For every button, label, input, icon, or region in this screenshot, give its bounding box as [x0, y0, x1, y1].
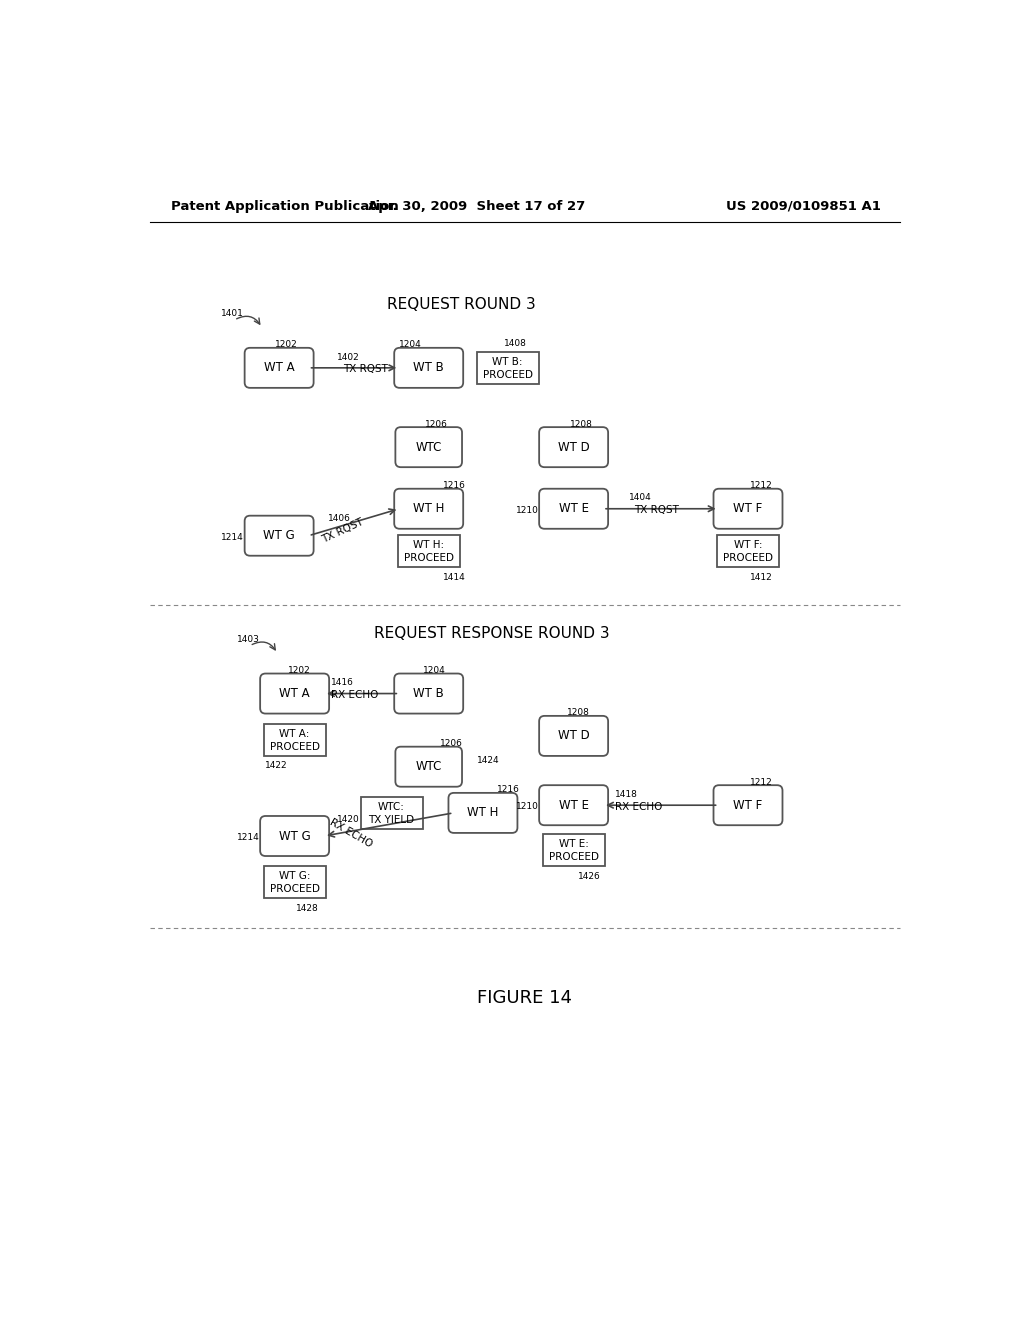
Text: PROCEED: PROCEED [549, 851, 599, 862]
Text: WT H:: WT H: [413, 540, 444, 550]
Text: 1426: 1426 [578, 871, 600, 880]
Text: 1214: 1214 [237, 833, 259, 842]
Text: 1403: 1403 [237, 635, 259, 644]
Text: 1414: 1414 [442, 573, 465, 582]
Text: TX RQST: TX RQST [634, 506, 679, 515]
FancyBboxPatch shape [260, 673, 329, 714]
FancyBboxPatch shape [714, 785, 782, 825]
FancyBboxPatch shape [394, 348, 463, 388]
Text: 1402: 1402 [337, 352, 360, 362]
FancyBboxPatch shape [395, 747, 462, 787]
Text: 1204: 1204 [423, 667, 445, 675]
Text: WT F:: WT F: [734, 540, 762, 550]
FancyBboxPatch shape [360, 797, 423, 829]
FancyBboxPatch shape [263, 866, 326, 899]
Text: 1216: 1216 [442, 482, 466, 490]
Text: WT G:: WT G: [279, 871, 310, 880]
Text: WT E: WT E [559, 502, 589, 515]
Text: 1202: 1202 [289, 667, 311, 675]
Text: TX YIELD: TX YIELD [369, 814, 415, 825]
Text: 1428: 1428 [296, 904, 318, 913]
Text: 1412: 1412 [750, 573, 772, 582]
FancyBboxPatch shape [245, 348, 313, 388]
Text: REQUEST RESPONSE ROUND 3: REQUEST RESPONSE ROUND 3 [375, 626, 610, 642]
Text: WT F: WT F [733, 502, 763, 515]
Text: RX ECHO: RX ECHO [328, 817, 374, 849]
Text: Apr. 30, 2009  Sheet 17 of 27: Apr. 30, 2009 Sheet 17 of 27 [368, 199, 586, 213]
Text: WT A: WT A [280, 686, 310, 700]
Text: WT E:: WT E: [559, 838, 589, 849]
Text: WT H: WT H [467, 807, 499, 820]
Text: 1214: 1214 [221, 533, 244, 541]
FancyBboxPatch shape [260, 816, 329, 855]
FancyBboxPatch shape [543, 834, 604, 866]
FancyBboxPatch shape [394, 673, 463, 714]
Text: 1408: 1408 [504, 339, 526, 347]
Text: WT D: WT D [558, 730, 590, 742]
Text: REQUEST ROUND 3: REQUEST ROUND 3 [387, 297, 536, 313]
FancyBboxPatch shape [245, 516, 313, 556]
Text: 1416: 1416 [331, 678, 354, 688]
Text: 1216: 1216 [497, 785, 520, 795]
FancyBboxPatch shape [714, 488, 782, 529]
Text: US 2009/0109851 A1: US 2009/0109851 A1 [726, 199, 882, 213]
Text: 1404: 1404 [629, 494, 651, 503]
Text: WT G: WT G [263, 529, 295, 543]
Text: WT E: WT E [559, 799, 589, 812]
Text: WT B:: WT B: [493, 356, 523, 367]
Text: 1422: 1422 [265, 762, 288, 771]
Text: WT F: WT F [733, 799, 763, 812]
FancyBboxPatch shape [477, 351, 539, 384]
Text: WT D: WT D [558, 441, 590, 454]
Text: 1424: 1424 [477, 756, 500, 766]
Text: 1206: 1206 [440, 739, 463, 748]
Text: 1420: 1420 [337, 814, 360, 824]
Text: PROCEED: PROCEED [269, 742, 319, 751]
Text: 1208: 1208 [567, 709, 590, 717]
FancyBboxPatch shape [394, 488, 463, 529]
FancyBboxPatch shape [717, 535, 779, 568]
Text: 1212: 1212 [750, 482, 772, 490]
Text: FIGURE 14: FIGURE 14 [477, 989, 572, 1007]
Text: WT G: WT G [279, 829, 310, 842]
Text: Patent Application Publication: Patent Application Publication [171, 199, 398, 213]
Text: 1401: 1401 [221, 309, 244, 318]
Text: 1418: 1418 [614, 789, 638, 799]
Text: 1204: 1204 [399, 341, 422, 350]
Text: WT A: WT A [264, 362, 295, 375]
Text: PROCEED: PROCEED [723, 553, 773, 564]
FancyBboxPatch shape [540, 715, 608, 756]
Text: WTC:: WTC: [378, 801, 404, 812]
Text: 1406: 1406 [328, 515, 351, 523]
FancyBboxPatch shape [540, 488, 608, 529]
Text: WT H: WT H [413, 502, 444, 515]
FancyBboxPatch shape [397, 535, 460, 568]
Text: PROCEED: PROCEED [269, 884, 319, 894]
Text: WTC: WTC [416, 441, 442, 454]
Text: PROCEED: PROCEED [403, 553, 454, 564]
Text: TX RQST: TX RQST [321, 517, 366, 545]
Text: PROCEED: PROCEED [482, 370, 532, 380]
FancyBboxPatch shape [540, 428, 608, 467]
Text: 1210: 1210 [515, 803, 539, 812]
Text: 1206: 1206 [425, 420, 447, 429]
Text: TX RQST: TX RQST [343, 364, 388, 375]
Text: 1210: 1210 [515, 506, 539, 515]
FancyBboxPatch shape [540, 785, 608, 825]
Text: RX ECHO: RX ECHO [331, 690, 379, 700]
Text: 1208: 1208 [569, 420, 593, 429]
FancyBboxPatch shape [263, 723, 326, 756]
Text: WTC: WTC [416, 760, 442, 774]
Text: 1212: 1212 [750, 777, 772, 787]
Text: WT A:: WT A: [280, 729, 310, 739]
FancyBboxPatch shape [449, 793, 517, 833]
Text: WT B: WT B [414, 362, 444, 375]
Text: WT B: WT B [414, 686, 444, 700]
Text: RX ECHO: RX ECHO [614, 801, 663, 812]
FancyBboxPatch shape [395, 428, 462, 467]
Text: 1202: 1202 [275, 341, 298, 350]
